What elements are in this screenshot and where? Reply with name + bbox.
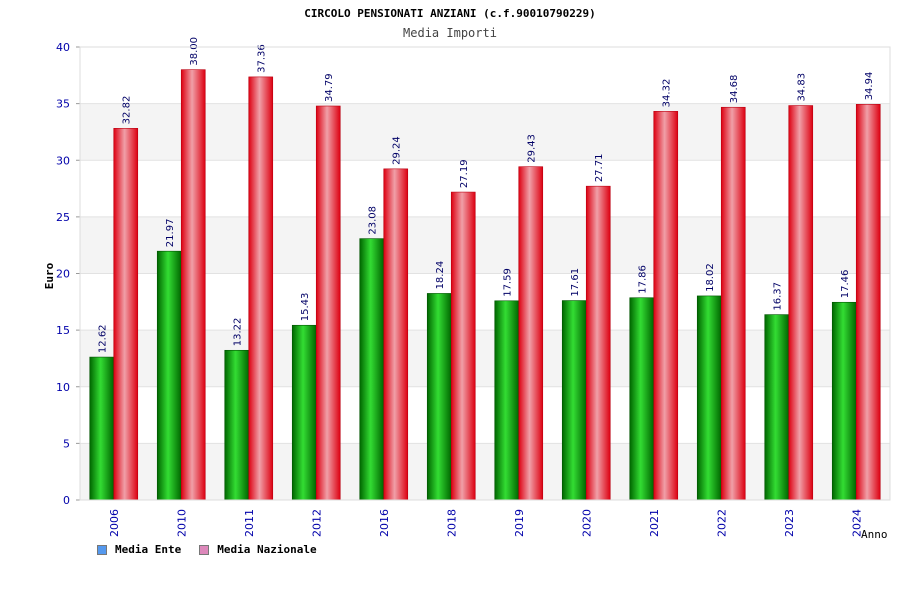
x-axis: 2006 2010 2011 2012 2016 2018 2019 2020 2021 2022… [79,46,891,537]
x-tick-label: 2006 [108,509,121,537]
y-axis: 0 5 10 15 20 25 30 35 40 [56,41,81,507]
bar-media-nazionale [720,106,746,501]
y-tick-label: 40 [56,41,70,54]
data-label: 34.83 [797,73,808,102]
bar-media-nazionale [585,185,611,501]
legend: Media Ente Media Nazionale [97,543,317,556]
grid-band [80,443,890,500]
legend-item-media-ente: Media Ente [97,543,181,556]
grid-band [80,216,890,274]
bar-media-nazionale [315,105,341,501]
x-tick-label: 2018 [445,509,458,537]
data-label: 29.24 [392,136,403,165]
legend-item-media-nazionale: Media Nazionale [199,543,317,556]
bar-media-ente [89,356,115,501]
x-tick-label: 2019 [513,509,526,537]
chart-title: CIRCOLO PENSIONATI ANZIANI (c.f.90010790… [304,7,595,20]
bar-media-ente [764,314,790,501]
data-label: 34.32 [662,79,673,108]
bar-media-ente [156,250,182,501]
bar-media-nazionale [113,128,139,501]
x-tick-label: 2022 [715,509,728,537]
data-label: 34.94 [864,72,875,101]
data-label: 16.37 [773,282,784,311]
y-tick-label: 20 [56,268,70,281]
bar-media-ente [426,293,452,501]
bar-media-nazionale [383,168,409,501]
bar-media-ente [359,238,385,501]
x-tick-label: 2012 [310,509,323,537]
x-tick-label: 2021 [648,509,661,537]
x-axis-label: Anno [861,528,888,541]
bar-media-nazionale [248,76,274,501]
plot-border [79,46,891,501]
bar-media-ente [696,295,722,501]
bar-media-ente [561,300,587,501]
legend-swatch-media-ente [97,544,107,555]
y-tick-label: 15 [56,324,70,337]
data-label: 34.68 [729,75,740,104]
bar-media-nazionale [180,69,206,501]
data-label: 27.19 [459,159,470,188]
bar-media-nazionale [450,191,476,501]
x-tick-label: 2016 [378,509,391,537]
y-tick-label: 10 [56,381,70,394]
data-label: 13.22 [233,318,244,347]
x-tick-label: 2024 [850,509,863,537]
data-label: 18.02 [705,263,716,292]
data-label: 37.36 [257,44,268,73]
data-label: 17.86 [638,265,649,294]
data-label: 32.82 [122,96,133,125]
bar-media-ente [831,301,857,501]
bar-labels: 12.62 32.82 21.97 38.00 13.22 37.36 15.43 34.79… [98,37,876,353]
bar-media-nazionale [855,104,881,501]
bar-media-ente [494,300,520,501]
data-label: 29.43 [527,134,538,163]
data-label: 17.61 [570,268,581,297]
data-label: 38.00 [189,37,200,66]
bar-media-ente [629,297,655,501]
x-tick-label: 2011 [243,509,256,537]
grid-band [80,330,890,387]
y-tick-label: 0 [63,494,70,507]
y-tick-label: 5 [63,437,70,450]
data-label: 18.24 [435,261,446,290]
data-label: 34.79 [324,73,335,102]
bar-media-ente [224,349,250,501]
data-label: 27.71 [594,154,605,183]
y-tick-label: 30 [56,154,70,167]
y-tick-label: 35 [56,98,70,111]
legend-label-media-nazionale: Media Nazionale [217,543,317,556]
bar-media-nazionale [653,111,679,501]
legend-swatch-media-nazionale [199,544,210,555]
y-tick-label: 25 [56,211,70,224]
chart-subtitle: Media Importi [403,26,497,40]
bar-media-nazionale [518,166,544,501]
bar-media-ente [291,324,317,501]
data-label: 12.62 [98,324,109,353]
data-label: 15.43 [300,293,311,322]
legend-label-media-ente: Media Ente [115,543,182,556]
y-axis-label: Euro [43,262,56,289]
x-tick-label: 2020 [580,509,593,537]
data-label: 17.46 [840,270,851,299]
x-tick-label: 2010 [175,509,188,537]
data-label: 21.97 [165,219,176,248]
bar-media-nazionale [788,105,814,501]
x-tick-label: 2023 [783,509,796,537]
data-label: 23.08 [368,206,379,235]
grid-band [80,103,890,161]
data-label: 17.59 [503,268,514,297]
